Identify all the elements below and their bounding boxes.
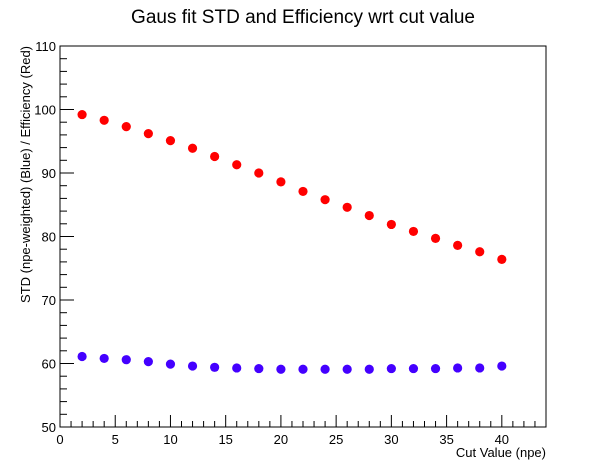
- data-point: [121, 122, 131, 132]
- y-tick-label: 60: [42, 357, 56, 372]
- x-tick-label: 10: [163, 432, 177, 447]
- data-point: [475, 363, 485, 373]
- data-point: [165, 359, 176, 369]
- x-axis: 0 5 10 15 20 25 30 35 40: [56, 415, 547, 447]
- data-point: [232, 160, 242, 170]
- data-point: [187, 143, 198, 153]
- data-point: [298, 186, 308, 197]
- y-axis-label: STD (npe-weighted) (Blue) / Efficiency (…: [18, 46, 33, 303]
- chart-title: Gaus fit STD and Efficiency wrt cut valu…: [131, 7, 475, 28]
- x-tick-label: 15: [218, 432, 232, 447]
- data-point: [99, 353, 109, 364]
- data-point: [408, 363, 419, 374]
- y-tick-label: 50: [42, 420, 56, 435]
- data-point: [408, 226, 419, 237]
- y-tick-label: 110: [35, 39, 56, 54]
- data-point: [77, 351, 87, 362]
- data-point: [254, 363, 264, 374]
- series-1: [77, 351, 507, 374]
- data-points: [77, 109, 507, 374]
- data-point: [320, 364, 330, 374]
- data-point: [232, 363, 242, 373]
- data-point: [99, 115, 109, 125]
- data-point: [143, 129, 153, 139]
- y-tick-label: 70: [42, 293, 56, 308]
- x-tick-label: 0: [56, 432, 63, 447]
- data-point: [364, 364, 374, 374]
- x-tick-label: 30: [384, 432, 398, 447]
- data-point: [298, 364, 308, 374]
- y-axis: 50 60 70 80 90 100 110: [34, 39, 74, 435]
- data-point: [165, 136, 176, 146]
- data-point: [364, 210, 374, 221]
- data-point: [430, 233, 441, 244]
- data-point: [497, 361, 507, 371]
- data-point: [430, 363, 441, 374]
- data-point: [121, 355, 131, 365]
- data-point: [276, 177, 286, 187]
- data-point: [187, 361, 198, 371]
- x-tick-label: 40: [495, 432, 509, 447]
- series-0: [77, 109, 507, 264]
- x-axis-label: Cut Value (npe): [456, 445, 546, 460]
- data-point: [254, 168, 264, 178]
- data-point: [210, 362, 220, 372]
- y-tick-label: 80: [42, 230, 56, 245]
- data-point: [342, 202, 352, 212]
- x-tick-label: 35: [439, 432, 453, 447]
- data-point: [453, 240, 463, 250]
- y-tick-label: 90: [42, 166, 56, 181]
- data-point: [453, 363, 463, 373]
- data-point: [320, 195, 330, 205]
- y-tick-label: 100: [34, 103, 56, 118]
- data-point: [475, 247, 485, 257]
- data-point: [77, 109, 87, 120]
- x-tick-label: 20: [274, 432, 288, 447]
- data-point: [386, 363, 396, 374]
- data-point: [497, 254, 507, 264]
- data-point: [342, 364, 352, 374]
- data-point: [210, 151, 220, 162]
- x-tick-label: 25: [329, 432, 343, 447]
- data-point: [143, 356, 153, 367]
- data-point: [386, 219, 396, 230]
- data-point: [276, 364, 286, 374]
- x-tick-label: 5: [112, 432, 119, 447]
